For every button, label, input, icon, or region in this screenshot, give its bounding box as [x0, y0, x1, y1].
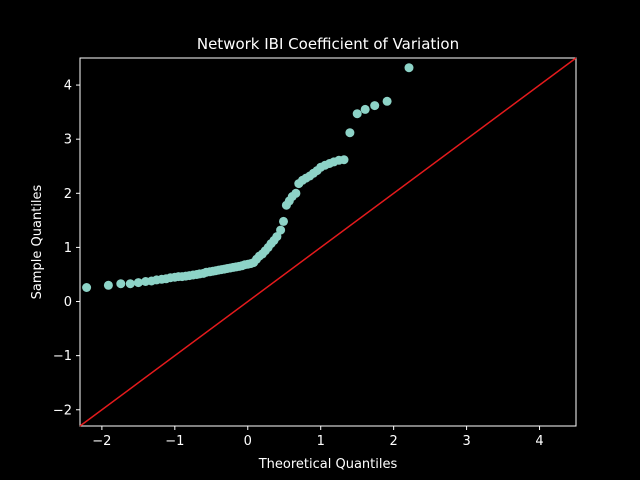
data-point [116, 279, 126, 289]
data-point [360, 104, 370, 114]
reference-line [79, 57, 577, 427]
x-tick-label: −1 [165, 434, 184, 449]
y-tick-label: 0 [64, 295, 72, 310]
data-point [345, 128, 355, 138]
data-point [276, 225, 286, 235]
x-axis-ticks: −2 −1 0 1 2 3 4 [92, 426, 544, 449]
y-axis-label: Sample Quantiles [30, 184, 45, 299]
data-point [339, 155, 349, 165]
data-point [370, 101, 380, 111]
data-point [404, 63, 414, 73]
x-tick-label: 3 [462, 434, 470, 449]
data-point [103, 280, 113, 290]
x-axis-label: Theoretical Quantiles [258, 457, 398, 472]
y-tick-label: 1 [64, 241, 72, 256]
scatter-points [82, 63, 414, 292]
data-point [352, 109, 362, 119]
data-point [382, 96, 392, 106]
data-point [133, 278, 143, 288]
y-tick-label: −1 [53, 349, 72, 364]
y-tick-label: 4 [64, 79, 72, 94]
plot-area [79, 57, 577, 427]
x-tick-label: −2 [92, 434, 111, 449]
axes-frame [79, 57, 577, 427]
y-tick-label: −2 [53, 403, 72, 418]
data-point [125, 279, 135, 289]
y-tick-label: 2 [64, 187, 72, 202]
y-tick-label: 3 [64, 133, 72, 148]
data-point [82, 283, 92, 292]
x-tick-label: 4 [535, 434, 543, 449]
data-point [291, 188, 301, 198]
x-tick-label: 2 [390, 434, 398, 449]
x-tick-label: 1 [317, 434, 325, 449]
y-axis-ticks: −2 −1 0 1 2 3 4 [53, 79, 80, 418]
data-point [279, 216, 288, 226]
chart-title: Network IBI Coefficient of Variation [197, 35, 459, 53]
x-tick-label: 0 [244, 434, 252, 449]
